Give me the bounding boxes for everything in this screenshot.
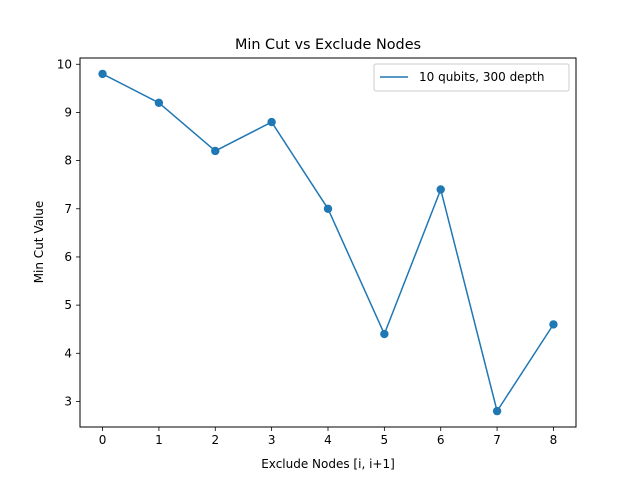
- legend: 10 qubits, 300 depth: [373, 63, 570, 92]
- data-point: [98, 69, 107, 79]
- y-axis-label: Min Cut Value: [32, 201, 46, 284]
- plot-area: 0 1 2 3 4 5 6 7 8 3 4 5 6 7 8 9 10: [57, 57, 577, 447]
- x-tick-label: 3: [268, 433, 276, 447]
- y-tick-label: 6: [64, 250, 72, 264]
- series-layer: [98, 69, 558, 416]
- x-tick-label: 7: [493, 433, 501, 447]
- chart-title: Min Cut vs Exclude Nodes: [235, 37, 421, 53]
- data-point: [211, 146, 220, 156]
- x-tick-label: 1: [155, 433, 163, 447]
- data-point: [323, 204, 333, 213]
- y-tick-label: 8: [64, 154, 72, 168]
- legend-box: [373, 63, 570, 92]
- x-tick-label: 8: [550, 433, 558, 447]
- data-point: [492, 406, 502, 416]
- y-tick-label: 9: [64, 105, 72, 119]
- data-point: [267, 117, 276, 127]
- x-axis-label: Exclude Nodes [i, i+1]: [261, 457, 395, 471]
- y-tick-label: 4: [64, 346, 72, 360]
- x-tick-label: 6: [437, 433, 445, 447]
- x-tick-label: 4: [324, 433, 332, 447]
- y-tick-label: 3: [64, 394, 72, 408]
- x-tick-label: 2: [211, 433, 219, 447]
- data-point: [154, 98, 164, 108]
- y-tick-label: 5: [64, 298, 72, 312]
- x-tick-label: 5: [381, 433, 389, 447]
- y-tick-label: 10: [57, 57, 72, 71]
- y-axis-ticks: 3 4 5 6 7 8 9 10: [57, 57, 80, 408]
- x-axis-ticks: 0 1 2 3 4 5 6 7 8: [99, 427, 558, 447]
- data-point: [549, 320, 558, 329]
- y-tick-label: 7: [64, 202, 72, 216]
- data-point: [436, 185, 445, 194]
- legend-series-label: 10 qubits, 300 depth: [419, 70, 545, 84]
- data-point: [380, 329, 389, 339]
- x-tick-label: 0: [99, 433, 107, 447]
